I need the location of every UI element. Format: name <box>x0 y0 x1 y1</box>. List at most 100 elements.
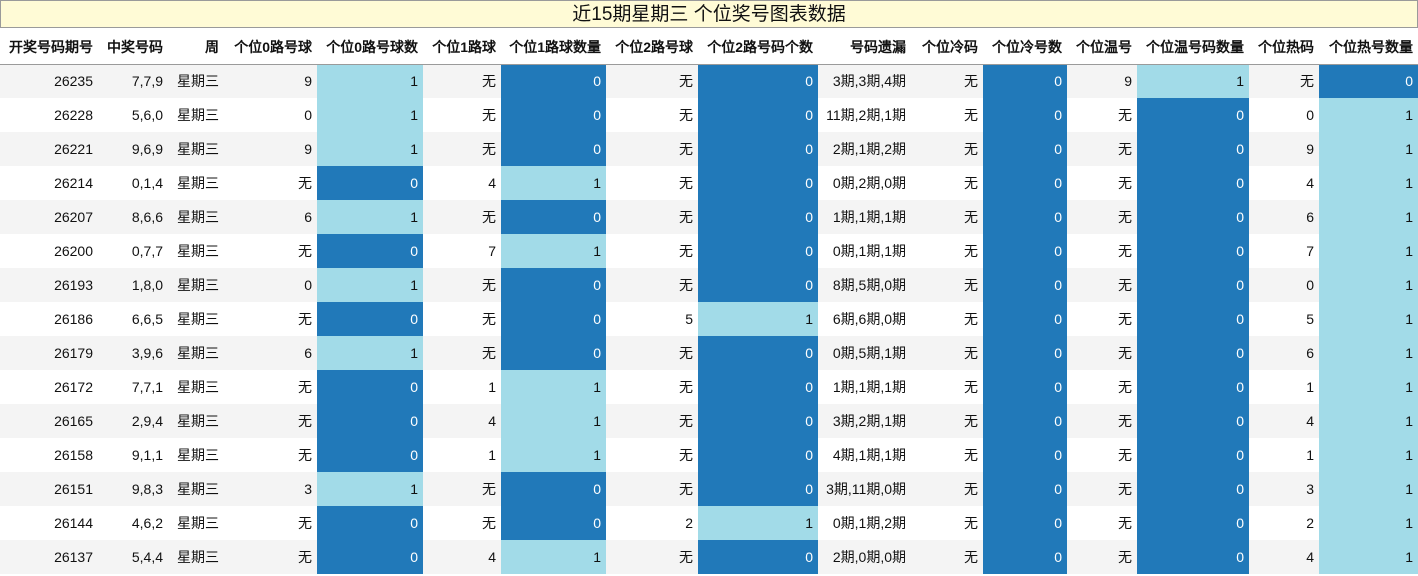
table-cell: 无 <box>606 200 698 234</box>
table-cell: 26179 <box>0 336 98 370</box>
table-cell: 无 <box>1067 302 1137 336</box>
table-cell: 1 <box>1319 472 1418 506</box>
table-cell: 无 <box>423 302 501 336</box>
table-cell: 6 <box>224 336 317 370</box>
table-cell: 无 <box>911 438 983 472</box>
table-cell: 无 <box>1067 472 1137 506</box>
table-cell: 1 <box>1319 98 1418 132</box>
table-cell: 0 <box>698 268 818 302</box>
table-cell: 无 <box>423 98 501 132</box>
table-cell: 0 <box>317 166 423 200</box>
table-cell: 1 <box>1319 506 1418 540</box>
table-cell: 0 <box>317 540 423 574</box>
table-cell: 1 <box>317 336 423 370</box>
table-row: 26165 2,9,4 星期三无 0 4 1 无 0 3期,2期,1期无 0 无 0 4 1 <box>0 404 1418 438</box>
table-cell: 无 <box>423 506 501 540</box>
table-cell: 0 <box>698 404 818 438</box>
table-cell: 0 <box>317 506 423 540</box>
table-row: 26193 1,8,0 星期三 0 1 无 0 无 0 8期,5期,0期无 0 无 0 0 1 <box>0 268 1418 302</box>
table-cell: 0 <box>1137 540 1249 574</box>
table-cell: 无 <box>423 336 501 370</box>
table-row: 26186 6,6,5 星期三无 0 无 0 5 1 6期,6期,0期无 0 无 0 5 1 <box>0 302 1418 336</box>
table-cell: 0 <box>1249 98 1319 132</box>
table-cell: 26137 <box>0 540 98 574</box>
table-cell: 无 <box>1067 166 1137 200</box>
table-row: 26207 8,6,6 星期三 6 1 无 0 无 0 1期,1期,1期无 0 无 0 6 1 <box>0 200 1418 234</box>
table-cell: 无 <box>1067 98 1137 132</box>
table-cell: 0 <box>983 200 1067 234</box>
table-cell: 1 <box>317 200 423 234</box>
table-cell: 星期三 <box>168 370 224 404</box>
table-cell: 1 <box>1319 132 1418 166</box>
table-cell: 0 <box>1137 370 1249 404</box>
table-cell: 星期三 <box>168 166 224 200</box>
table-cell: 无 <box>606 132 698 166</box>
table-row: 26214 0,1,4 星期三无 0 4 1 无 0 0期,2期,0期无 0 无 0 4 1 <box>0 166 1418 200</box>
table-cell: 无 <box>1067 336 1137 370</box>
table-cell: 星期三 <box>168 98 224 132</box>
table-cell: 无 <box>1067 438 1137 472</box>
table-cell: 0 <box>983 166 1067 200</box>
table-cell: 0 <box>1137 132 1249 166</box>
table-cell: 26144 <box>0 506 98 540</box>
table-cell: 26235 <box>0 64 98 98</box>
table-cell: 4 <box>1249 404 1319 438</box>
table-cell: 0 <box>983 132 1067 166</box>
table-cell: 1 <box>1319 200 1418 234</box>
table-cell: 8期,5期,0期 <box>818 268 911 302</box>
table-cell: 1 <box>423 438 501 472</box>
table-cell: 无 <box>606 404 698 438</box>
table-cell: 星期三 <box>168 234 224 268</box>
table-cell: 9,1,1 <box>98 438 168 472</box>
table-cell: 星期三 <box>168 438 224 472</box>
table-row: 26151 9,8,3 星期三 3 1 无 0 无 0 3期,11期,0期无 0 无 0 3 1 <box>0 472 1418 506</box>
table-cell: 无 <box>224 506 317 540</box>
column-header-warm-count: 个位温号码数量 <box>1137 30 1249 65</box>
table-cell: 0期,5期,1期 <box>818 336 911 370</box>
table-cell: 无 <box>1067 234 1137 268</box>
table-cell: 无 <box>606 370 698 404</box>
table-cell: 0 <box>501 268 606 302</box>
column-header-route1-ball: 个位1路球 <box>423 30 501 65</box>
table-cell: 无 <box>606 336 698 370</box>
table-cell: 4 <box>423 404 501 438</box>
table-cell: 无 <box>606 472 698 506</box>
table-cell: 1 <box>317 98 423 132</box>
table-cell: 0期,1期,2期 <box>818 506 911 540</box>
table-cell: 0 <box>501 336 606 370</box>
table-cell: 0 <box>1319 64 1418 98</box>
table-cell: 3期,11期,0期 <box>818 472 911 506</box>
table-cell: 0 <box>698 64 818 98</box>
table-cell: 无 <box>911 98 983 132</box>
table-cell: 1 <box>1319 438 1418 472</box>
table-cell: 2期,1期,2期 <box>818 132 911 166</box>
table-cell: 无 <box>911 302 983 336</box>
table-cell: 星期三 <box>168 336 224 370</box>
table-cell: 0 <box>501 200 606 234</box>
table-cell: 星期三 <box>168 506 224 540</box>
column-header-route1-count: 个位1路球数量 <box>501 30 606 65</box>
table-cell: 6 <box>224 200 317 234</box>
table-cell: 0 <box>983 506 1067 540</box>
table-cell: 无 <box>606 268 698 302</box>
table-cell: 6 <box>1249 336 1319 370</box>
table-cell: 1 <box>1249 438 1319 472</box>
table-cell: 2 <box>606 506 698 540</box>
table-cell: 1 <box>317 64 423 98</box>
column-header-route2-ball: 个位2路号球 <box>606 30 698 65</box>
table-cell: 6 <box>1249 200 1319 234</box>
table-cell: 1 <box>423 370 501 404</box>
table-cell: 0 <box>1137 98 1249 132</box>
table-cell: 无 <box>224 438 317 472</box>
table-cell: 无 <box>1067 132 1137 166</box>
table-cell: 26186 <box>0 302 98 336</box>
table-cell: 无 <box>911 234 983 268</box>
table-cell: 0 <box>698 370 818 404</box>
table-cell: 2,9,4 <box>98 404 168 438</box>
table-cell: 1 <box>1319 302 1418 336</box>
table-cell: 无 <box>1067 506 1137 540</box>
column-header-cold-count: 个位冷号数 <box>983 30 1067 65</box>
table-row: 26144 4,6,2 星期三无 0 无 0 2 1 0期,1期,2期无 0 无 0 2 1 <box>0 506 1418 540</box>
table-row: 26228 5,6,0 星期三 0 1 无 0 无 0 11期,2期,1期无 0 无 0 0 1 <box>0 98 1418 132</box>
table-cell: 0 <box>317 438 423 472</box>
